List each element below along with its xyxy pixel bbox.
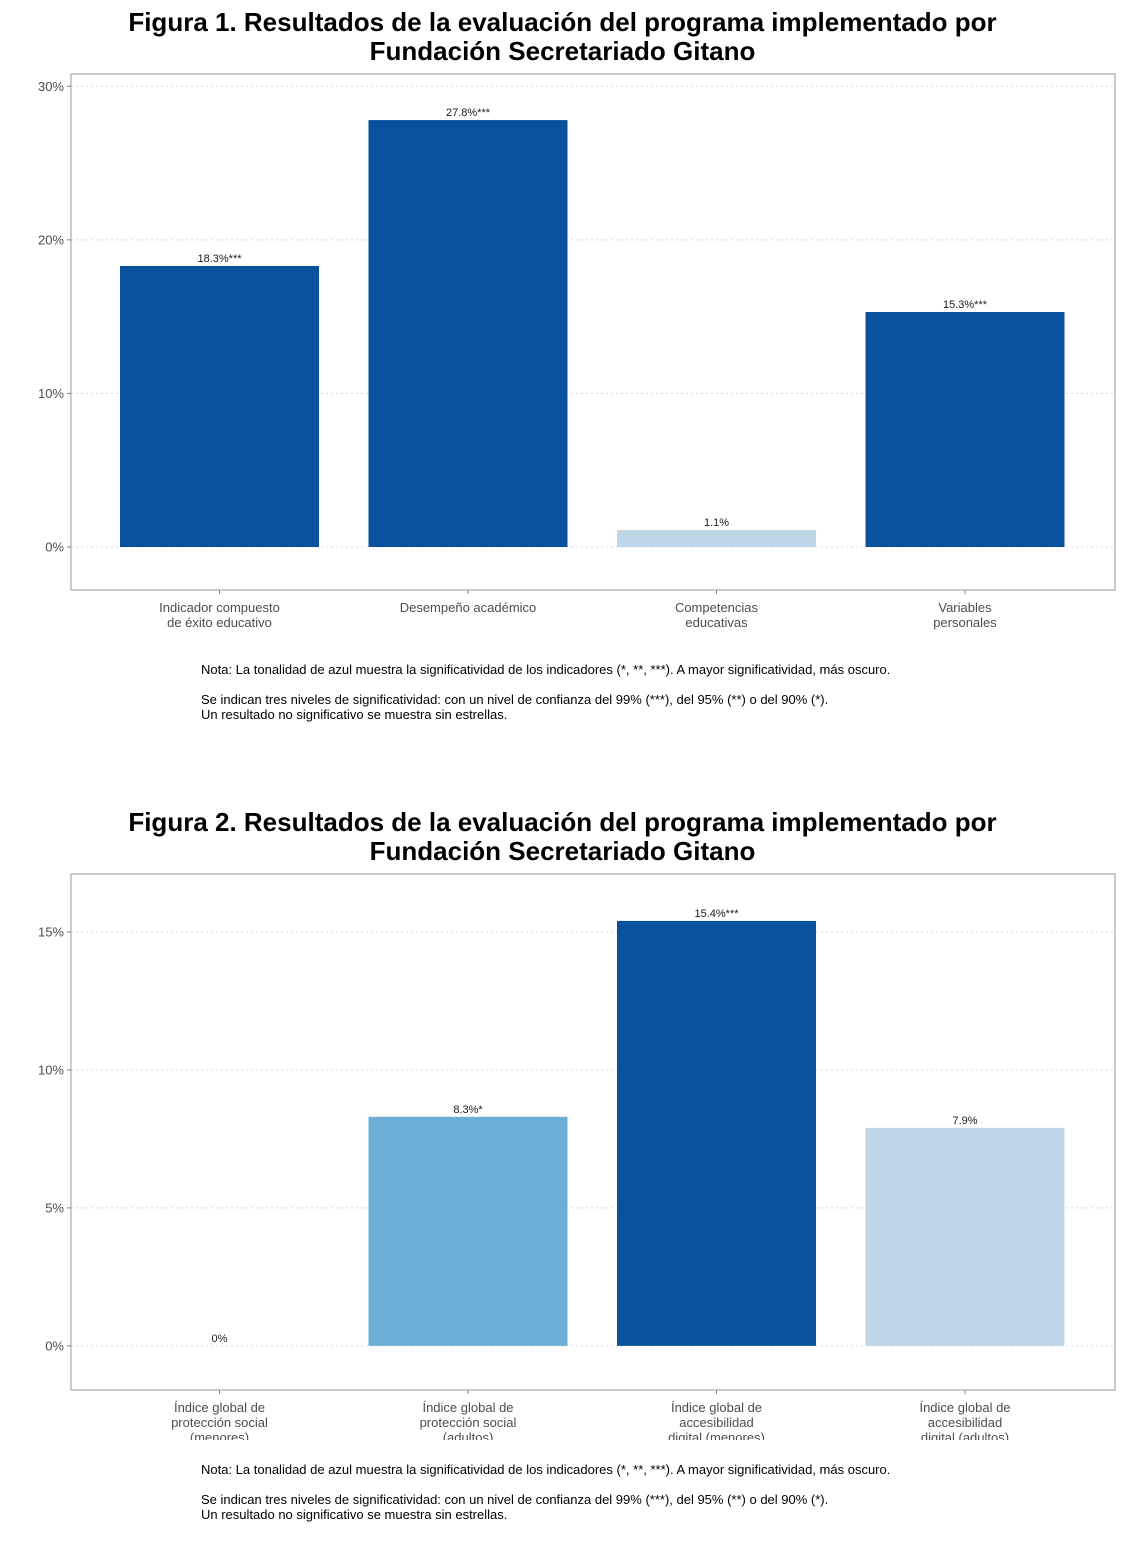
figure-1-category-label-line: Indicador compuesto: [159, 600, 280, 615]
figure-2-no-stars-note: Un resultado no significativo se muestra…: [201, 1507, 508, 1522]
figure-2-y-tick-label: 0%: [45, 1338, 64, 1353]
figure-1-category-label: Variables personales: [933, 600, 997, 630]
figure-1-bar: [617, 530, 816, 547]
figure-2-category-label-line: digital (adultos): [921, 1430, 1009, 1440]
figure-1-category-label-line: Desempeño académico: [400, 600, 537, 615]
figure-1-title-line-2: Fundación Secretariado Gitano: [369, 36, 756, 66]
figure-2-category-label-line: Índice global de: [174, 1400, 265, 1415]
figure-1-note: Nota: La tonalidad de azul muestra la si…: [201, 662, 891, 677]
figure-1-y-tick-label: 10%: [38, 386, 64, 401]
figure-1-title-line-1: Figura 1. Resultados de la evaluación de…: [128, 7, 997, 37]
figure-1-y-tick-label: 30%: [38, 79, 64, 94]
figure-2-data-label: 0%: [212, 1333, 228, 1345]
figure-1-bar: [865, 312, 1065, 547]
figure-2-data-label: 15.4%***: [694, 908, 739, 920]
figure-1-data-label: 18.3%***: [197, 253, 242, 265]
figure-2-category-label-line: digital (menores): [668, 1430, 765, 1440]
figure-1-category-label-line: personales: [933, 615, 997, 630]
figure-2-title-line-2: Fundación Secretariado Gitano: [369, 836, 756, 866]
figure-2-category-label: Índice global de accesibilidad digital (ad…: [919, 1400, 1010, 1440]
figure-1-category-label-line: Variables: [938, 600, 992, 615]
figure-1-no-stars-note: Un resultado no significativo se muestra…: [201, 707, 508, 722]
figure-2: 0% 5% 10% 15% 0% Índice global de protección s…: [0, 800, 1125, 1546]
figure-1-significance-note: Se indican tres niveles de significativi…: [201, 692, 829, 707]
figure-1-bar: [368, 120, 568, 548]
figure-1-panel-border: [70, 73, 1116, 591]
figure-1-category-label: Competencias educativas: [675, 600, 759, 630]
figure-1-y-tick-label: 0%: [45, 540, 64, 555]
figure-2-category-label-line: (adultos): [443, 1430, 494, 1440]
figure-2-y-tick-label: 15%: [38, 924, 64, 939]
figure-2-significance-note: Se indican tres niveles de significativi…: [201, 1492, 829, 1507]
figure-2-bar: [368, 1116, 568, 1346]
figure-2-category-label-line: protección social: [171, 1415, 268, 1430]
figure-1-category-label: Indicador compuesto de éxito educativo: [159, 600, 280, 630]
figure-2-title: Figura 2. Resultados de la evaluación de…: [0, 808, 1125, 866]
figure-2-title-line-1: Figura 2. Resultados de la evaluación de…: [128, 807, 997, 837]
figure-1-category-label-line: de éxito educativo: [167, 615, 272, 630]
figure-1-data-label: 1.1%: [704, 517, 729, 529]
figure-2-plot: 0%5%10%15%0%Índice global de protección s…: [38, 873, 1116, 1440]
figure-2-category-label-line: Índice global de: [422, 1400, 513, 1415]
figure-1-data-label: 27.8%***: [446, 107, 491, 119]
figure-1-plot: 0% 10% 20% 30% 18.3%*** Indicador compuesto de…: [38, 73, 1116, 630]
figure-2-y-tick-label: 5%: [45, 1200, 64, 1215]
figure-2-category-label: Índice global de accesibilidad digital (me…: [668, 1400, 765, 1440]
figure-2-category-label-line: accesibilidad: [928, 1415, 1002, 1430]
figure-2-category-label-line: protección social: [420, 1415, 517, 1430]
figure-1-y-tick-label: 20%: [38, 232, 64, 247]
figure-1-data-label: 15.3%***: [943, 299, 988, 311]
figure-2-category-label-line: Índice global de: [671, 1400, 762, 1415]
figure-2-category-label-line: Índice global de: [919, 1400, 1010, 1415]
figure-2-y-tick-label: 10%: [38, 1062, 64, 1077]
figure-1-category-label-line: educativas: [685, 615, 748, 630]
figure-2-note: Nota: La tonalidad de azul muestra la si…: [201, 1462, 891, 1477]
figure-1: 0% 10% 20% 30% 18.3%*** Indicador compuesto de…: [0, 0, 1125, 740]
figure-2-category-label-line: accesibilidad: [679, 1415, 753, 1430]
figure-1-title: Figura 1. Resultados de la evaluación de…: [0, 8, 1125, 66]
figure-2-category-label-line: (menores): [190, 1430, 249, 1440]
figure-1-category-label: Desempeño académico: [400, 600, 537, 615]
figure-2-bar: [865, 1127, 1065, 1346]
figure-2-data-label: 7.9%: [952, 1115, 977, 1127]
figure-2-data-label: 8.3%*: [453, 1104, 483, 1116]
figure-1-category-label-line: Competencias: [675, 600, 759, 615]
figure-1-bar: [120, 265, 319, 547]
figure-2-category-label: Índice global de protección social (menore…: [171, 1400, 268, 1440]
figure-2-panel-border: [70, 873, 1116, 1391]
figure-2-category-label: Índice global de protección social (adulto…: [420, 1400, 517, 1440]
figure-2-bar: [617, 920, 816, 1346]
